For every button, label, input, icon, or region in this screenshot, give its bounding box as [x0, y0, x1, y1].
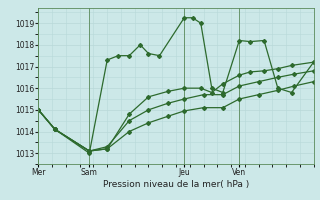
- X-axis label: Pression niveau de la mer( hPa ): Pression niveau de la mer( hPa ): [103, 180, 249, 189]
